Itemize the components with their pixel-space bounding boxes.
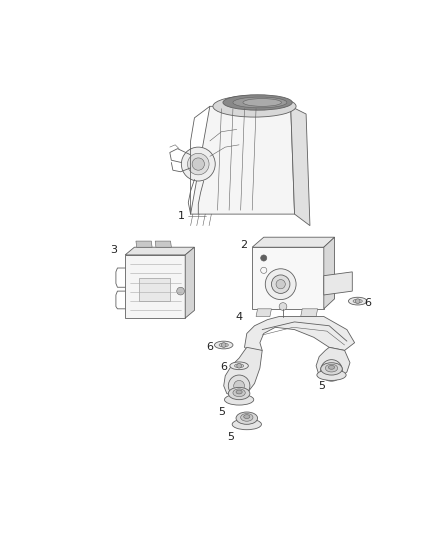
Text: 4: 4 [236, 311, 243, 321]
Text: 3: 3 [110, 245, 117, 255]
Ellipse shape [232, 419, 261, 430]
Polygon shape [139, 278, 170, 301]
Text: 1: 1 [178, 212, 185, 221]
Ellipse shape [213, 95, 296, 117]
Text: 6: 6 [220, 362, 227, 373]
Ellipse shape [224, 394, 254, 405]
Ellipse shape [236, 412, 258, 424]
Circle shape [261, 255, 267, 261]
Ellipse shape [328, 366, 335, 369]
Polygon shape [301, 309, 318, 317]
Text: 5: 5 [227, 432, 234, 442]
Circle shape [221, 343, 226, 348]
Circle shape [326, 365, 337, 376]
Circle shape [276, 280, 285, 289]
Polygon shape [252, 237, 335, 247]
Ellipse shape [215, 341, 233, 349]
Text: 6: 6 [206, 342, 213, 352]
Polygon shape [191, 106, 294, 214]
Polygon shape [324, 272, 352, 295]
Ellipse shape [228, 387, 250, 400]
Ellipse shape [325, 364, 338, 372]
Polygon shape [136, 241, 152, 247]
Text: 2: 2 [240, 240, 247, 250]
Polygon shape [125, 247, 194, 255]
Circle shape [265, 269, 296, 300]
Circle shape [321, 360, 342, 381]
Circle shape [234, 381, 244, 391]
Polygon shape [125, 255, 185, 318]
Text: 6: 6 [364, 297, 371, 308]
Polygon shape [291, 106, 310, 225]
Polygon shape [185, 247, 194, 318]
Ellipse shape [349, 297, 367, 305]
Ellipse shape [233, 389, 245, 397]
Ellipse shape [243, 99, 282, 106]
Circle shape [355, 299, 360, 303]
Ellipse shape [240, 414, 253, 421]
Circle shape [192, 158, 205, 170]
Circle shape [187, 154, 209, 175]
Polygon shape [252, 247, 324, 309]
Circle shape [279, 303, 287, 310]
Polygon shape [324, 237, 335, 309]
Ellipse shape [353, 299, 362, 303]
Circle shape [237, 364, 241, 368]
Circle shape [272, 275, 290, 294]
Ellipse shape [230, 362, 248, 370]
Ellipse shape [223, 95, 292, 110]
Circle shape [181, 147, 215, 181]
Ellipse shape [219, 343, 228, 347]
Polygon shape [244, 317, 355, 353]
Polygon shape [155, 241, 171, 247]
Ellipse shape [321, 363, 342, 375]
Ellipse shape [244, 415, 250, 418]
Text: 5: 5 [218, 407, 225, 417]
Polygon shape [316, 348, 350, 379]
Ellipse shape [234, 364, 244, 368]
Polygon shape [224, 348, 262, 397]
Ellipse shape [233, 97, 287, 108]
Ellipse shape [317, 370, 346, 381]
Polygon shape [256, 309, 272, 317]
Ellipse shape [236, 390, 242, 394]
Text: 5: 5 [318, 381, 325, 391]
Circle shape [177, 287, 184, 295]
Circle shape [228, 375, 250, 397]
